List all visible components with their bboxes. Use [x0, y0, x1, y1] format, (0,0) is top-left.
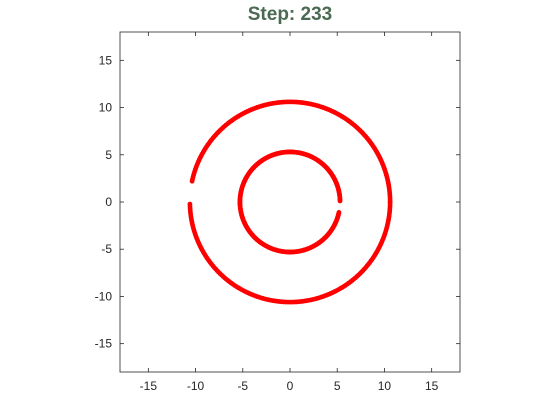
data-points: [187, 99, 393, 305]
axis-ticks: -15 -10 -5 0 5 10 15 15 10 5 0 -5 -10 -15: [95, 32, 460, 393]
chart-title: Step: 233: [247, 4, 333, 25]
x-tick-label: 0: [287, 379, 294, 393]
y-tick-label: 10: [99, 101, 113, 115]
outer-ring-point: [189, 178, 195, 184]
y-tick-label: 15: [99, 53, 113, 67]
inner-ring-point: [336, 210, 342, 215]
plot-area: [119, 31, 461, 373]
x-tick-label: -15: [140, 379, 158, 393]
y-tick-label: 5: [105, 148, 112, 162]
y-tick-label: 0: [105, 195, 112, 209]
outer-ring-point: [387, 199, 393, 205]
x-tick-label: 15: [425, 379, 439, 393]
x-tick-label: 5: [334, 379, 341, 393]
y-tick-label: -5: [101, 242, 112, 256]
x-tick-label: 10: [378, 379, 392, 393]
y-tick-label: -15: [95, 337, 113, 351]
y-tick-label: -10: [95, 289, 113, 303]
x-tick-label: -10: [187, 379, 205, 393]
x-tick-label: -5: [237, 379, 248, 393]
